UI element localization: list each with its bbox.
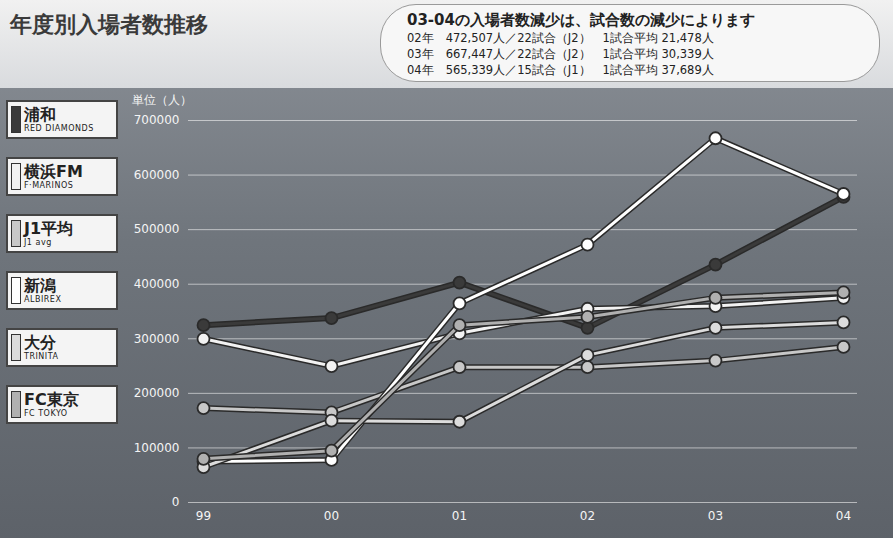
svg-text:300000: 300000 [134,332,180,346]
svg-text:600000: 600000 [134,168,180,182]
svg-text:500000: 500000 [134,222,180,236]
html-text:ALBIREX: ALBIREX [24,295,62,304]
html-text:RED DIAMONDS: RED DIAMONDS [24,124,94,133]
svg-text:700000: 700000 [134,113,180,127]
html-text:浦和: 浦和 [24,105,56,124]
html-text:年度別入場者数推移: 年度別入場者数推移 [10,12,208,37]
svg-text:100000: 100000 [134,441,180,455]
html-text:02年 472,507人／22試合（J2） 1試合平均 21: 02年 472,507人／22試合（J2） 1試合平均 21,478人 [407,31,714,45]
svg-text:400000: 400000 [134,277,180,291]
html-text:新潟: 新潟 [24,276,56,295]
svg-text:03: 03 [708,509,723,523]
html-text:03-04の入場者数減少は、試合数の減少によります: 03-04の入場者数減少は、試合数の減少によります [407,11,755,29]
svg-text:99: 99 [196,509,211,523]
svg-text:200000: 200000 [134,386,180,400]
html-text:03年 667,447人／22試合（J2） 1試合平均 30: 03年 667,447人／22試合（J2） 1試合平均 30,339人 [407,47,714,61]
svg-text:01: 01 [452,509,467,523]
html-text:FC TOKYO: FC TOKYO [24,409,68,418]
svg-text:04: 04 [836,509,851,523]
html-text:横浜FM: 横浜FM [24,162,83,181]
svg-text:02: 02 [580,509,595,523]
svg-text:0: 0 [172,495,180,509]
html-text:J1 avg: J1 avg [24,238,52,247]
svg-text:00: 00 [324,509,339,523]
html-text:F·MARINOS: F·MARINOS [24,181,74,190]
html-text:大分: 大分 [24,333,56,352]
svg-text:単位（人）: 単位（人） [132,93,192,107]
html-text:04年 565,339人／15試合（J1） 1試合平均 37: 04年 565,339人／15試合（J1） 1試合平均 37,689人 [407,63,714,77]
html-text:TRINITA: TRINITA [24,352,59,361]
html-text:FC東京: FC東京 [24,390,79,409]
html-text:J1平均: J1平均 [24,219,74,238]
